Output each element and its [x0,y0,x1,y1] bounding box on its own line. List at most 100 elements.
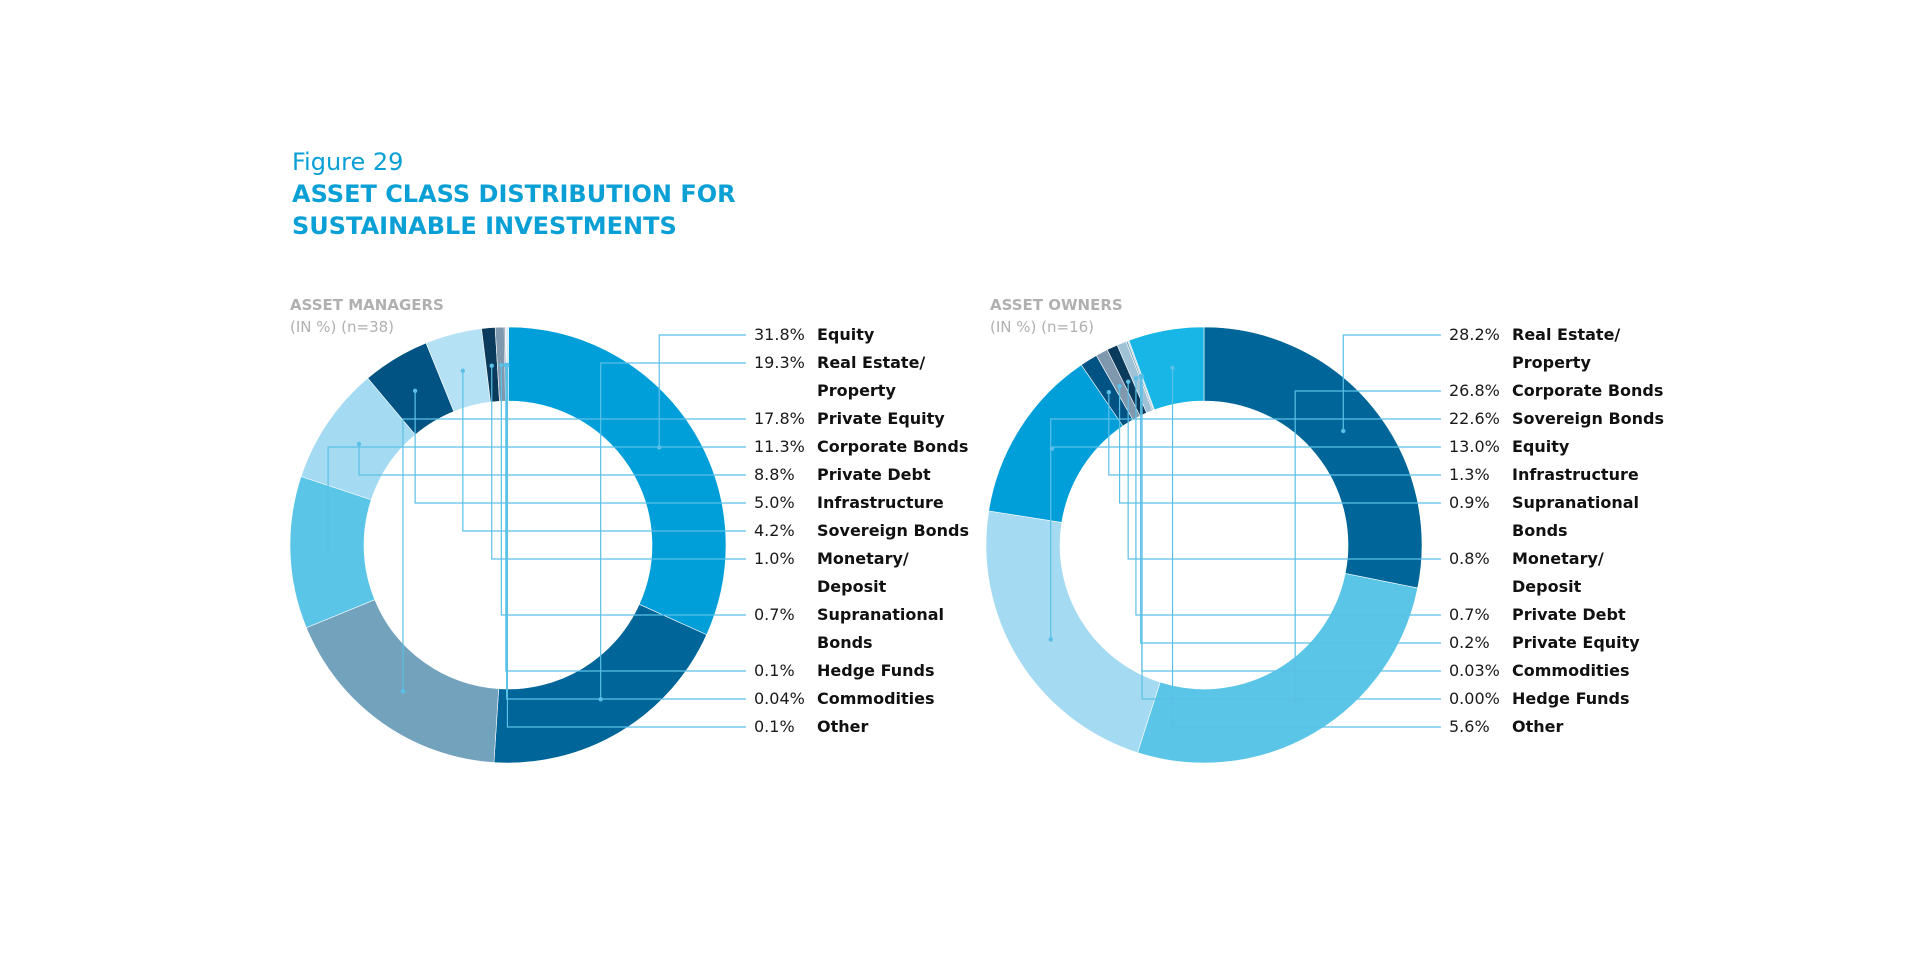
leader-line [658,334,746,448]
leader-line [1171,367,1441,728]
slice-category-label: Property [1512,353,1591,372]
legend-labels: 31.8% Equity 19.3% Real Estate/Property 17.8… [754,325,969,736]
slice-category-label: Corporate Bonds [817,437,968,456]
slice-category-label: Real Estate/ [817,353,925,372]
slice-corporate-bonds [289,476,376,629]
leader-dot [1049,446,1055,451]
leader-line [1118,386,1441,504]
slice-other [1128,326,1205,411]
slice-category-label: Other [1512,717,1563,736]
leader-dot [325,549,331,554]
slice-category-label: Equity [1512,437,1570,456]
slice-category-label: Commodities [1512,661,1630,680]
chart-title: ASSET OWNERS [990,296,1123,314]
slice-category-label: Real Estate/ [1512,325,1620,344]
slice-category-label: Sovereign Bonds [1512,409,1664,428]
slice-category-label: Bonds [1512,521,1568,540]
slice-percent-label: 5.6% [1449,717,1490,736]
slice-category-label: Infrastructure [1512,465,1639,484]
leader-dot [1133,376,1139,381]
leader-line [1127,381,1441,560]
slice-percent-label: 1.3% [1449,465,1490,484]
slice-percent-label: 0.00% [1449,689,1500,708]
slice-percent-label: 28.2% [1449,325,1500,344]
donut-slices [985,326,1423,764]
leader-line [506,365,746,728]
leader-line [1135,378,1441,616]
slice-category-label: Supranational [1512,493,1639,512]
slice-category-label: Sovereign Bonds [817,521,969,540]
leader-dot [1170,365,1175,370]
slice-percent-label: 0.1% [754,717,795,736]
slice-percent-label: 4.2% [754,521,795,540]
figure-number: Figure 29 [292,148,403,176]
leader-dot [505,362,510,368]
leader-dot [400,688,406,694]
leader-lines [325,334,746,728]
leader-dot [1139,373,1145,379]
leader-dot [1117,383,1122,389]
leader-line [1140,376,1441,644]
slice-percent-label: 1.0% [754,549,795,568]
slice-category-label: Private Debt [817,465,931,484]
leader-line [402,418,746,692]
slice-percent-label: 5.0% [754,493,795,512]
slice-category-label: Private Equity [1512,633,1640,652]
slice-category-label: Other [817,717,868,736]
leader-dot [460,368,466,373]
slice-percent-label: 17.8% [754,409,805,428]
leader-line [462,370,746,532]
slice-percent-label: 0.1% [754,661,795,680]
slice-percent-label: 11.3% [754,437,805,456]
leader-line [500,365,746,616]
slice-percent-label: 31.8% [754,325,805,344]
slice-category-label: Supranational [817,605,944,624]
leader-dot [499,362,504,368]
slice-category-label: Equity [817,325,875,344]
slice-category-label: Deposit [817,577,887,596]
slice-percent-label: 19.3% [754,353,805,372]
slice-category-label: Hedge Funds [1512,689,1629,708]
slice-percent-label: 0.9% [1449,493,1490,512]
slice-real-estate-property [1203,326,1423,589]
leader-dot [1106,390,1112,395]
leader-line [327,446,746,552]
chart-subtitle: (IN %) (n=16) [990,318,1094,336]
leader-line [1050,418,1441,640]
slice-percent-label: 0.7% [754,605,795,624]
leader-line [1141,375,1441,700]
slice-equity [507,326,727,636]
legend-labels: 28.2% Real Estate/Property 26.8% Corporate … [1449,325,1664,736]
leader-line [414,390,746,504]
slice-percent-label: 0.2% [1449,633,1490,652]
leader-dot [1048,637,1053,642]
leader-line [506,365,746,700]
slice-category-label: Property [817,381,896,400]
slice-category-label: Private Equity [817,409,945,428]
slice-percent-label: 26.8% [1449,381,1500,400]
slice-category-label: Commodities [817,689,935,708]
leader-dot [1341,428,1346,434]
slice-category-label: Corporate Bonds [1512,381,1663,400]
slice-category-label: Private Debt [1512,605,1626,624]
slice-category-label: Hedge Funds [817,661,934,680]
leader-line [1108,392,1441,476]
slice-category-label: Infrastructure [817,493,944,512]
leader-line [600,362,746,700]
slice-category-label: Bonds [817,633,873,652]
slice-corporate-bonds [1137,573,1419,764]
slice-percent-label: 0.8% [1449,549,1490,568]
leader-dot [489,363,494,368]
slice-percent-label: 0.04% [754,689,805,708]
slice-percent-label: 8.8% [754,465,795,484]
slice-percent-label: 22.6% [1449,409,1500,428]
leader-line [505,365,746,672]
leader-line [1342,334,1441,431]
slice-sovereign-bonds [985,510,1161,754]
leader-line [358,443,746,476]
leader-line [491,365,746,560]
slice-percent-label: 0.03% [1449,661,1500,680]
slice-category-label: Deposit [1512,577,1582,596]
figure-title-line-1: ASSET CLASS DISTRIBUTION FOR [292,180,736,208]
